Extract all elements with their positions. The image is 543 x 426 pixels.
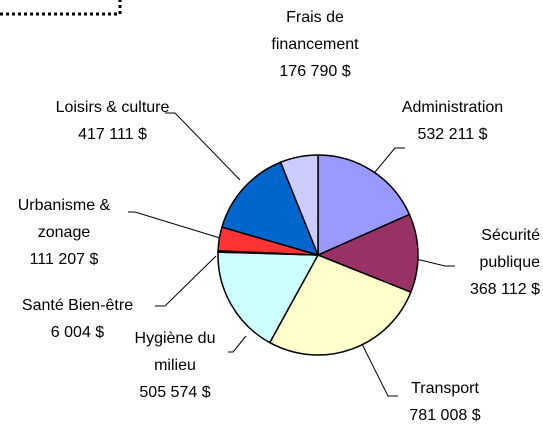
category: Hygiène du milieu	[134, 330, 216, 374]
pie-slice	[221, 161, 320, 257]
slice-label: Santé Bien-être 6 004 $	[0, 292, 155, 346]
leader-line	[228, 335, 247, 353]
category: Loisirs & culture	[55, 99, 170, 116]
category: Sécurité publique	[479, 227, 541, 271]
value-label: 111 207 $	[29, 251, 99, 268]
pie-slice	[317, 154, 411, 257]
category: Urbanisme & zonage	[17, 197, 111, 241]
leader-lines	[128, 112, 455, 397]
leader-line	[128, 211, 221, 239]
leader-line	[411, 257, 455, 267]
category: Transport	[411, 380, 479, 397]
slice-label: Sécurité publique 368 112 $	[440, 222, 540, 303]
leader-line	[359, 339, 398, 397]
value-label: 6 004 $	[50, 324, 105, 341]
value-label: 417 111 $	[78, 126, 147, 143]
dotted-border	[0, 0, 122, 16]
value-label: 176 790 $	[279, 63, 351, 80]
slice-label: Administration 532 211 $	[385, 94, 520, 148]
leader-line	[374, 147, 405, 173]
value-label: 505 574 $	[139, 384, 211, 401]
leader-line	[155, 255, 217, 307]
pie-slice	[279, 154, 319, 256]
slice-label: Frais de financement 176 790 $	[255, 4, 375, 85]
value-label: 368 112 $	[470, 281, 540, 298]
slice-label: Urbanisme & zonage 111 207 $	[0, 192, 128, 273]
value-label: 781 008 $	[409, 407, 481, 424]
category: Administration	[401, 99, 504, 116]
pie-slice	[217, 251, 320, 344]
category: Santé Bien-être	[21, 297, 134, 314]
leader-line	[165, 112, 241, 181]
category: Frais de financement	[271, 9, 359, 53]
slice-label: Hygiène du milieu 505 574 $	[120, 325, 230, 406]
value-label: 532 211 $	[417, 126, 488, 143]
slice-label: Transport 781 008 $	[395, 375, 495, 426]
slice-label: Loisirs & culture 417 111 $	[30, 94, 195, 148]
pie-slice	[316, 213, 419, 294]
